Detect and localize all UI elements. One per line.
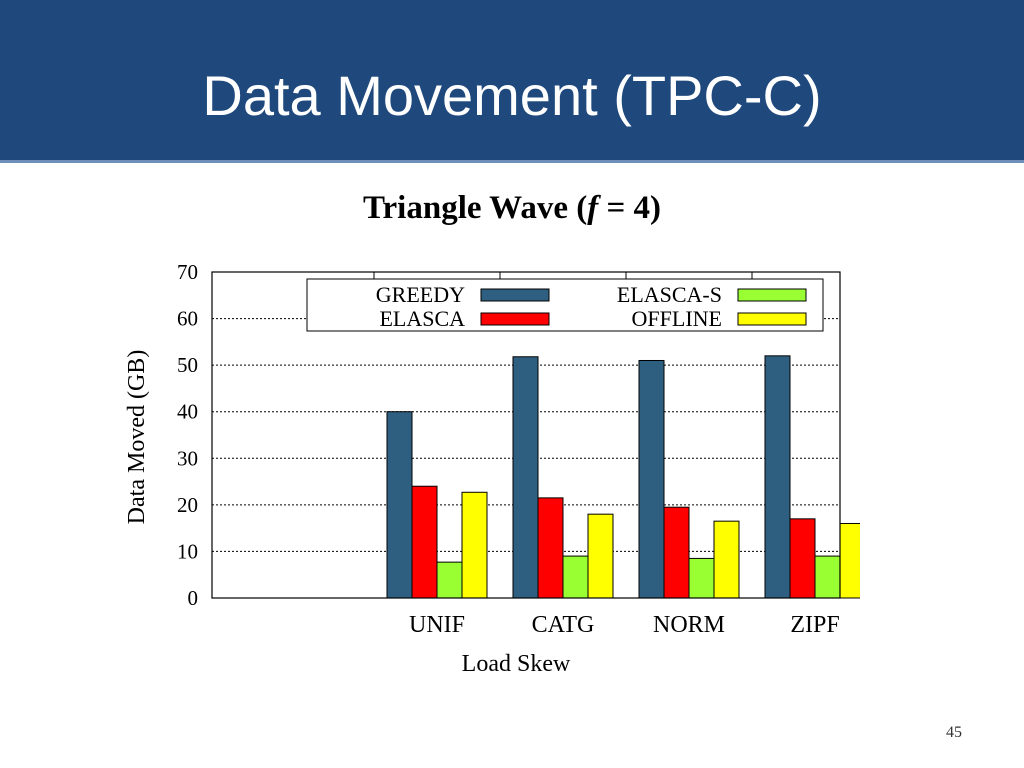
x-tick-label: ZIPF (790, 612, 839, 638)
bar-elasca-s-unif (436, 561, 463, 599)
y-tick-label: 50 (177, 353, 198, 377)
legend-swatch-greedy (480, 288, 550, 302)
title-bar (0, 0, 1024, 160)
legend-swatch-elasca-s (737, 288, 807, 302)
legend-swatch-elasca (480, 312, 550, 326)
bar-offline-zipf (839, 522, 860, 599)
legend-box (306, 278, 824, 332)
y-tick-label: 20 (177, 493, 198, 517)
bar-elasca-norm (663, 506, 690, 599)
bar-offline-catg (587, 513, 614, 599)
legend-label: GREEDY (376, 282, 465, 307)
x-tick-label: NORM (653, 612, 725, 638)
bar-elasca-s-catg (562, 555, 589, 599)
legend-swatch-offline (737, 312, 807, 326)
bar-greedy-zipf (764, 355, 791, 599)
bar-elasca-unif (411, 485, 438, 599)
x-tick-label: UNIF (409, 612, 465, 638)
bar-elasca-s-norm (688, 557, 715, 599)
chart-title-suffix: = 4) (598, 190, 662, 226)
y-tick-label: 10 (177, 539, 198, 563)
legend-label: ELASCA (379, 306, 465, 331)
bar-greedy-catg (512, 356, 539, 599)
legend-label: OFFLINE (632, 306, 722, 331)
plot-frame (211, 271, 841, 599)
x-axis-label: Load Skew (462, 651, 571, 677)
slide-title: Data Movement (TPC-C) (202, 64, 822, 127)
chart-title-italic: f (587, 190, 599, 226)
bar-greedy-norm (638, 359, 665, 599)
chart-title: Triangle Wave (f = 4) (0, 190, 1024, 227)
y-tick-label: 40 (177, 400, 198, 424)
y-tick-label: 30 (177, 446, 198, 470)
y-axis-label: Data Moved (GB) (124, 350, 150, 525)
legend-label: ELASCA-S (617, 282, 722, 307)
bar-elasca-catg (537, 497, 564, 599)
page-number: 45 (946, 724, 962, 741)
title-bar-rule (0, 160, 1024, 163)
bar-offline-unif (461, 491, 488, 599)
chart-title-prefix: Triangle Wave ( (362, 190, 588, 226)
y-tick-label: 70 (177, 260, 198, 284)
bar-greedy-unif (386, 411, 413, 599)
x-tick-label: CATG (532, 612, 595, 638)
y-tick-label: 0 (188, 586, 199, 610)
bar-offline-norm (713, 520, 740, 599)
y-tick-label: 60 (177, 307, 198, 331)
bar-elasca-s-zipf (814, 555, 841, 599)
bar-chart: 0 10 20 30 40 50 60 70 UNIF CATG NORM ZIPF Load Skew… (124, 260, 860, 677)
bar-elasca-zipf (789, 518, 816, 599)
